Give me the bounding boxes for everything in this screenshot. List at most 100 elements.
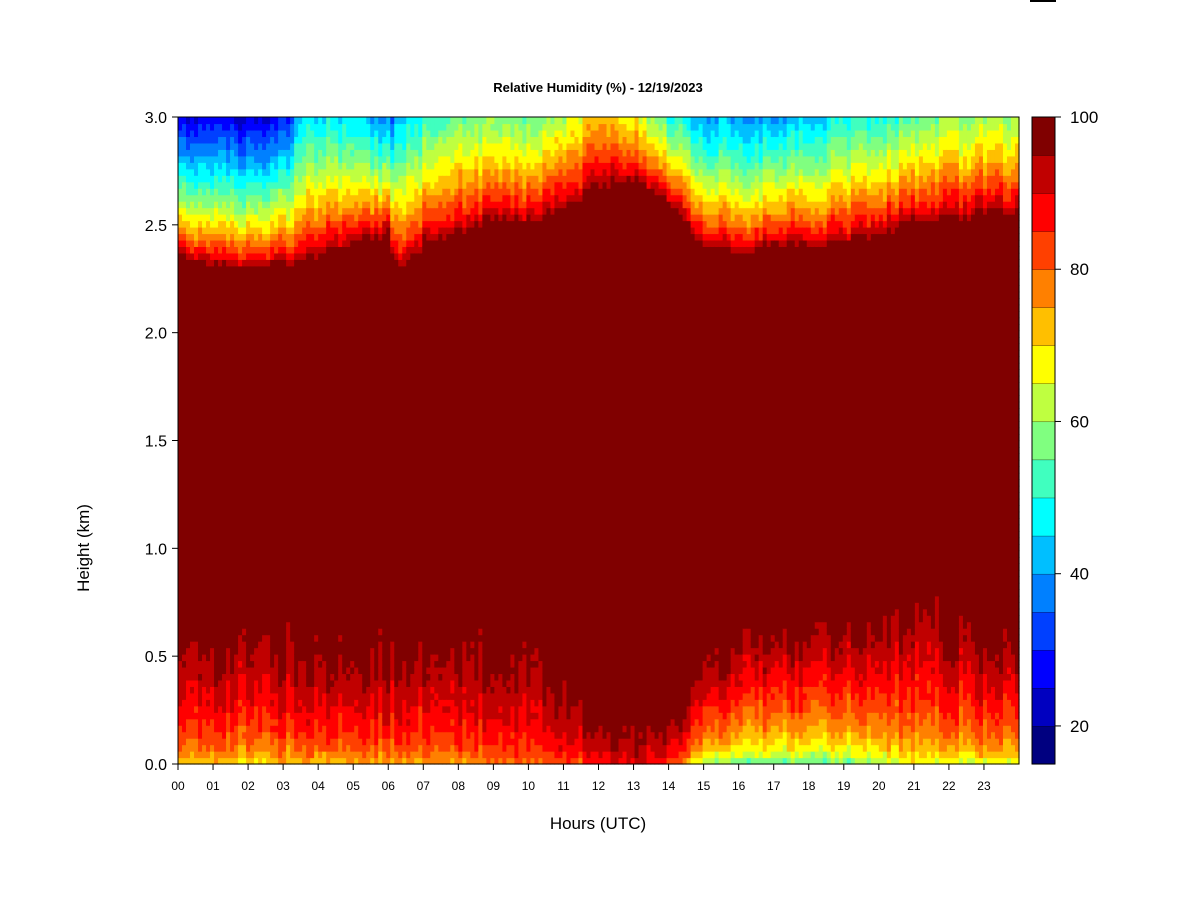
- heatmap-cell: [198, 434, 203, 442]
- heatmap-cell: [330, 375, 335, 383]
- heatmap-cell: [250, 544, 255, 552]
- heatmap-cell: [354, 382, 359, 390]
- heatmap-cell: [186, 117, 191, 125]
- heatmap-cell: [362, 168, 367, 176]
- heatmap-cell: [266, 531, 271, 539]
- heatmap-cell: [346, 569, 351, 577]
- heatmap-cell: [342, 201, 347, 209]
- heatmap-cell: [206, 660, 211, 668]
- heatmap-cell: [182, 608, 187, 616]
- heatmap-cell: [190, 673, 195, 681]
- heatmap-cell: [346, 440, 351, 448]
- heatmap-cell: [350, 524, 355, 532]
- heatmap-cell: [222, 673, 227, 681]
- heatmap-cell: [246, 252, 251, 260]
- heatmap-cell: [202, 434, 207, 442]
- heatmap-cell: [226, 324, 231, 332]
- heatmap-cell: [178, 239, 183, 247]
- heatmap-cell: [242, 738, 247, 746]
- heatmap-cell: [242, 207, 247, 215]
- heatmap-cell: [338, 252, 343, 260]
- heatmap-cell: [362, 162, 367, 170]
- heatmap-cell: [310, 252, 315, 260]
- heatmap-cell: [322, 556, 327, 565]
- heatmap-cell: [326, 291, 331, 299]
- heatmap-cell: [238, 673, 243, 681]
- heatmap-cell: [254, 634, 259, 642]
- heatmap-cell: [238, 188, 243, 196]
- heatmap-cell: [334, 608, 339, 616]
- heatmap-cell: [266, 485, 271, 493]
- heatmap-cell: [258, 349, 263, 357]
- heatmap-cell: [370, 291, 375, 299]
- heatmap-cell: [198, 188, 203, 196]
- heatmap-cell: [254, 188, 259, 196]
- heatmap-cell: [210, 181, 215, 189]
- heatmap-cell: [274, 369, 279, 377]
- heatmap-cell: [302, 725, 307, 733]
- heatmap-cell: [290, 382, 295, 390]
- heatmap-cell: [366, 272, 371, 280]
- heatmap-cell: [210, 343, 215, 351]
- heatmap-cell: [374, 330, 379, 338]
- heatmap-cell: [306, 440, 311, 448]
- heatmap-cell: [190, 214, 195, 222]
- heatmap-cell: [334, 511, 339, 519]
- heatmap-cell: [354, 278, 359, 286]
- heatmap-cell: [338, 608, 343, 616]
- heatmap-cell: [262, 285, 267, 293]
- heatmap-cell: [186, 162, 191, 170]
- heatmap-cell: [254, 434, 259, 442]
- heatmap-cell: [338, 362, 343, 370]
- heatmap-cell: [186, 375, 191, 383]
- heatmap-cell: [290, 479, 295, 487]
- heatmap-cell: [254, 712, 259, 720]
- heatmap-cell: [210, 362, 215, 370]
- heatmap-cell: [186, 692, 191, 700]
- heatmap-cell: [238, 395, 243, 403]
- heatmap-cell: [286, 498, 291, 506]
- heatmap-cell: [278, 129, 283, 138]
- heatmap-cell: [270, 738, 275, 746]
- heatmap-cell: [342, 582, 347, 590]
- heatmap-cell: [214, 550, 219, 558]
- heatmap-cell: [298, 731, 303, 739]
- heatmap-cell: [238, 181, 243, 189]
- heatmap-cell: [370, 757, 375, 765]
- heatmap-cell: [242, 634, 247, 642]
- heatmap-cell: [290, 343, 295, 351]
- heatmap-cell: [310, 544, 315, 552]
- heatmap-cell: [202, 498, 207, 506]
- heatmap-cell: [322, 505, 327, 513]
- heatmap-cell: [246, 117, 251, 125]
- heatmap-cell: [290, 239, 295, 247]
- heatmap-cell: [242, 336, 247, 345]
- heatmap-cell: [374, 686, 379, 694]
- heatmap-cell: [366, 485, 371, 493]
- heatmap-cell: [218, 485, 223, 493]
- heatmap-cell: [354, 518, 359, 526]
- heatmap-cell: [254, 129, 259, 138]
- heatmap-cell: [298, 666, 303, 675]
- heatmap-cell: [238, 220, 243, 228]
- heatmap-cell: [294, 725, 299, 733]
- heatmap-cell: [362, 117, 367, 125]
- heatmap-cell: [362, 246, 367, 254]
- heatmap-cell: [334, 142, 339, 150]
- heatmap-cell: [298, 692, 303, 700]
- heatmap-cell: [362, 395, 367, 403]
- heatmap-cell: [338, 149, 343, 157]
- heatmap-cell: [274, 421, 279, 429]
- heatmap-cell: [254, 628, 259, 636]
- heatmap-cell: [218, 479, 223, 487]
- heatmap-cell: [202, 239, 207, 247]
- heatmap-cell: [302, 453, 307, 461]
- heatmap-cell: [254, 349, 259, 357]
- heatmap-cell: [202, 395, 207, 403]
- heatmap-cell: [326, 123, 331, 131]
- heatmap-cell: [366, 194, 371, 202]
- heatmap-cell: [230, 291, 235, 299]
- heatmap-cell: [186, 259, 191, 267]
- heatmap-cell: [358, 421, 363, 429]
- heatmap-cell: [346, 647, 351, 655]
